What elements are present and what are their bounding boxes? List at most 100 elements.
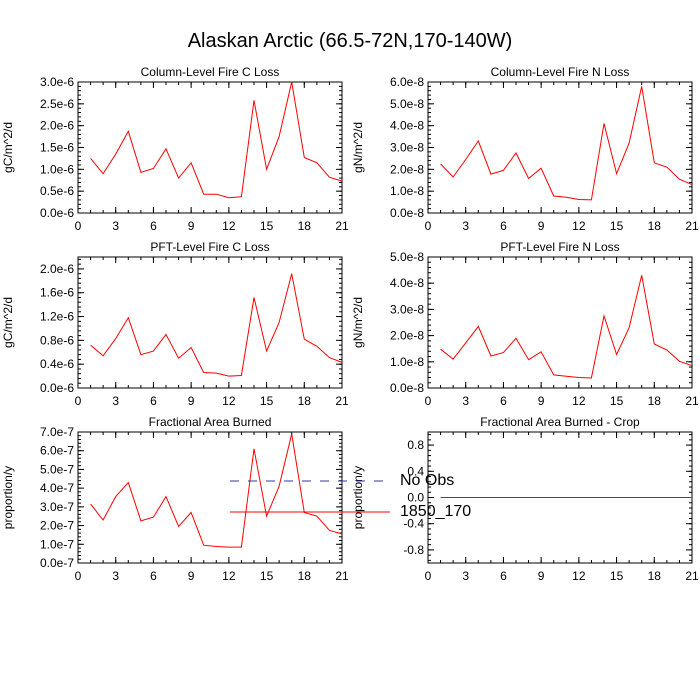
x-tick-label: 6	[150, 394, 157, 408]
y-tick-label: 0.5e-6	[40, 184, 74, 198]
y-tick-label: 0.4e-6	[40, 357, 74, 371]
y-axis-label: proportion/y	[351, 466, 365, 529]
legend-label-no-obs: No Obs	[400, 472, 455, 489]
x-tick-label: 6	[150, 219, 157, 233]
chart-panel-5: Fractional Area Burned proportion/y 0 3 6 9 12…	[1, 415, 349, 583]
x-tick-label: 15	[260, 219, 274, 233]
chart-panel-2: Column-Level Fire N Loss gN/m^2/d 0 3 6 9 12 15…	[351, 65, 699, 233]
x-tick-label: 3	[462, 569, 469, 583]
series-line-1850_170	[440, 86, 693, 201]
y-tick-label: 1.0e-7	[40, 537, 74, 551]
x-tick-label: 6	[500, 569, 507, 583]
chart-panel-1: Column-Level Fire C Loss gC/m^2/d 0 3 6 9 12 15…	[1, 65, 349, 233]
y-axis-label: gC/m^2/d	[1, 122, 15, 173]
x-tick-label: 21	[335, 219, 349, 233]
y-axis-label: gN/m^2/d	[351, 122, 365, 173]
series-line-1850_170	[90, 433, 343, 548]
x-tick-label: 18	[298, 569, 312, 583]
plot-frame	[77, 81, 343, 214]
y-tick-label: 7.0e-7	[40, 425, 74, 439]
x-tick-label: 12	[222, 569, 236, 583]
panel-title: Fractional Area Burned	[149, 415, 272, 429]
chart-panel-3: PFT-Level Fire C Loss gC/m^2/d 0 3 6 9 12 15 18 2…	[1, 240, 349, 408]
x-tick-label: 3	[462, 219, 469, 233]
y-tick-label: 1.2e-6	[40, 310, 74, 324]
x-tick-label: 9	[538, 394, 545, 408]
x-tick-label: 3	[112, 394, 119, 408]
y-tick-label: -0.8	[403, 543, 424, 557]
panel-title: PFT-Level Fire N Loss	[500, 240, 619, 254]
x-tick-label: 0	[75, 394, 82, 408]
x-tick-label: 18	[298, 219, 312, 233]
legend-dashed-line	[230, 480, 390, 482]
y-tick-label: 0.0	[407, 491, 424, 505]
y-tick-label: 6.0e-7	[40, 444, 74, 458]
x-tick-label: 18	[648, 219, 662, 233]
x-tick-label: 0	[425, 569, 432, 583]
x-tick-label: 3	[112, 219, 119, 233]
y-tick-label: 0.4	[407, 464, 424, 478]
x-tick-label: 15	[260, 394, 274, 408]
y-tick-label: 0.0e-8	[390, 206, 424, 220]
x-tick-label: 0	[75, 569, 82, 583]
x-tick-label: 21	[685, 219, 699, 233]
x-tick-label: 9	[188, 394, 195, 408]
x-tick-label: 15	[610, 394, 624, 408]
y-tick-label: 0.0e-6	[40, 206, 74, 220]
plot-frame	[77, 431, 343, 564]
x-tick-label: 3	[112, 569, 119, 583]
y-tick-label: 0.0e-8	[390, 381, 424, 395]
panel-title: Column-Level Fire C Loss	[141, 65, 280, 79]
chart-panel-6: Fractional Area Burned - Crop proportion/…	[351, 415, 699, 583]
y-tick-label: 1.5e-6	[40, 141, 74, 155]
plot-frame	[427, 256, 693, 389]
x-tick-label: 0	[425, 219, 432, 233]
x-tick-label: 18	[648, 394, 662, 408]
y-tick-label: 4.0e-8	[390, 276, 424, 290]
x-tick-label: 18	[648, 569, 662, 583]
y-axis-label: gN/m^2/d	[351, 297, 365, 348]
y-tick-label: 5.0e-7	[40, 462, 74, 476]
y-tick-label: 1.6e-6	[40, 286, 74, 300]
x-tick-label: 0	[75, 219, 82, 233]
x-tick-label: 9	[188, 219, 195, 233]
y-tick-label: 2.0e-6	[40, 119, 74, 133]
panel-title: PFT-Level Fire C Loss	[150, 240, 269, 254]
panel-title: Fractional Area Burned - Crop	[480, 415, 640, 429]
x-tick-label: 12	[572, 569, 586, 583]
x-tick-label: 12	[222, 219, 236, 233]
x-tick-label: 0	[425, 394, 432, 408]
x-tick-label: 21	[335, 394, 349, 408]
legend-entry-no-obs: No Obs	[230, 471, 530, 491]
figure-title: Alaskan Arctic (66.5-72N,170-140W)	[187, 30, 513, 52]
y-tick-label: 4.0e-8	[390, 119, 424, 133]
y-tick-label: -0.4	[403, 517, 424, 531]
x-tick-label: 9	[538, 219, 545, 233]
x-tick-label: 15	[610, 569, 624, 583]
y-tick-label: 2.0e-8	[390, 329, 424, 343]
y-tick-label: 6.0e-8	[390, 75, 424, 89]
x-tick-label: 3	[462, 394, 469, 408]
legend-label-1850-170: 1850_170	[400, 503, 472, 520]
y-tick-label: 0.8	[407, 438, 424, 452]
x-tick-label: 6	[500, 394, 507, 408]
plot-frame	[427, 81, 693, 214]
y-tick-label: 3.0e-6	[40, 75, 74, 89]
y-tick-label: 2.5e-6	[40, 97, 74, 111]
panel-title: Column-Level Fire N Loss	[491, 65, 630, 79]
y-axis-label: proportion/y	[1, 466, 15, 529]
y-tick-label: 0.8e-6	[40, 333, 74, 347]
y-tick-label: 1.0e-6	[40, 162, 74, 176]
x-tick-label: 9	[188, 569, 195, 583]
x-tick-label: 21	[685, 569, 699, 583]
x-tick-label: 12	[572, 394, 586, 408]
chart-panel-4: PFT-Level Fire N Loss gN/m^2/d 0 3 6 9 12 15 18 2…	[351, 240, 699, 408]
x-tick-label: 15	[610, 219, 624, 233]
series-line-1850_170	[90, 273, 343, 377]
y-tick-label: 3.0e-8	[390, 141, 424, 155]
legend-solid-line	[230, 511, 390, 513]
x-tick-label: 12	[572, 219, 586, 233]
y-tick-label: 0.0e-7	[40, 556, 74, 570]
y-tick-label: 5.0e-8	[390, 97, 424, 111]
